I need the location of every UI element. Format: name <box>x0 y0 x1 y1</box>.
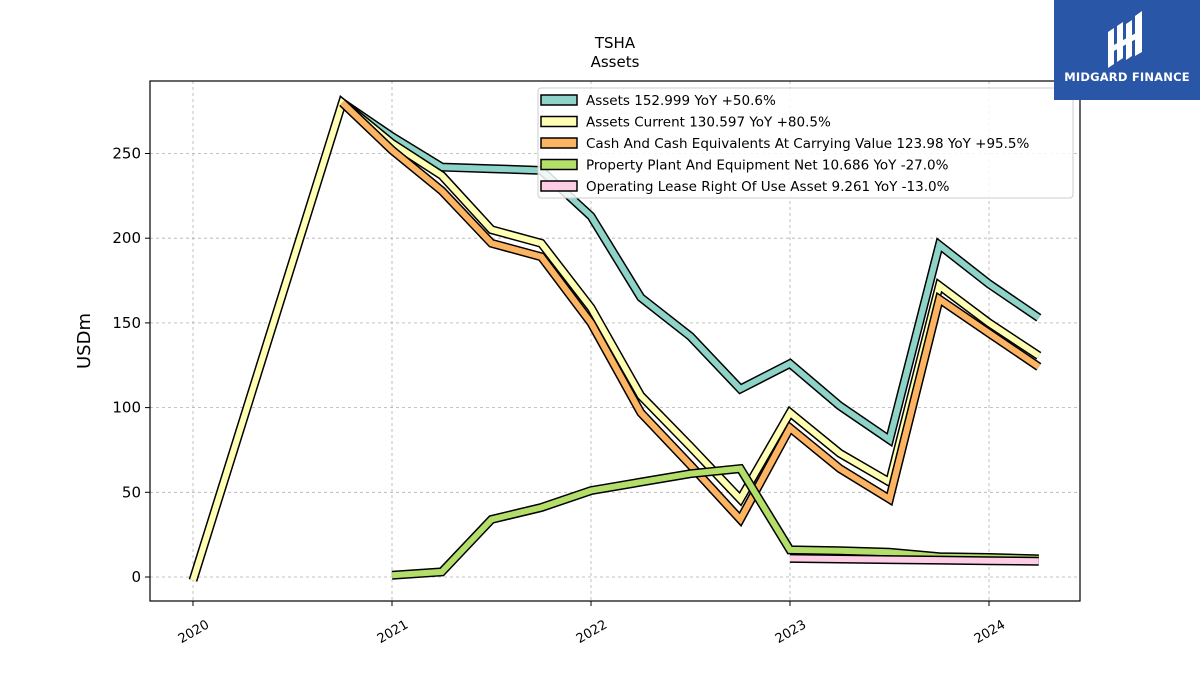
chart-title: TSHA <box>594 34 636 52</box>
x-tick-label: 2023 <box>773 617 809 647</box>
y-tick-label: 100 <box>112 399 141 417</box>
x-tick-label: 2021 <box>375 617 411 647</box>
legend-label: Property Plant And Equipment Net 10.686 … <box>586 158 949 174</box>
series-0 <box>339 98 1042 448</box>
x-tick-label: 2020 <box>176 617 212 647</box>
series-line <box>340 100 1041 445</box>
legend-label: Cash And Cash Equivalents At Carrying Va… <box>586 136 1030 152</box>
legend-label: Operating Lease Right Of Use Asset 9.261… <box>586 179 950 195</box>
series-4 <box>789 553 1039 566</box>
y-tick-label: 150 <box>112 314 141 332</box>
legend-box <box>537 87 1074 199</box>
brand-logo: MIDGARD FINANCE <box>1054 0 1200 100</box>
y-tick-label: 50 <box>122 483 141 501</box>
y-tick-label: 200 <box>112 229 141 247</box>
legend: Assets 152.999 YoY +50.6% Assets Current … <box>537 87 1074 199</box>
legend-swatch <box>540 158 578 171</box>
legend-swatch <box>540 180 578 192</box>
legend-swatch <box>540 137 578 149</box>
series-2 <box>339 99 1042 528</box>
series-line <box>789 555 1039 565</box>
legend-label: Assets Current 130.597 YoY +80.5% <box>586 115 831 131</box>
y-tick-label: 0 <box>131 568 141 586</box>
legend-label: Assets 152.999 YoY +50.6% <box>586 93 776 109</box>
brand-mark-icon <box>1108 11 1142 68</box>
legend-swatch <box>540 94 578 106</box>
plot-frame <box>149 80 1081 602</box>
brand-name: MIDGARD FINANCE <box>1064 70 1190 84</box>
y-axis-label: USDm <box>74 313 95 369</box>
x-tick-label: 2022 <box>574 617 610 647</box>
x-tick-label: 2024 <box>972 617 1008 647</box>
series-layer <box>188 95 1042 582</box>
y-tick-label: 250 <box>112 145 141 163</box>
legend-swatch <box>540 115 578 128</box>
series-line <box>340 100 1041 525</box>
chart-subtitle: Assets <box>591 53 640 71</box>
